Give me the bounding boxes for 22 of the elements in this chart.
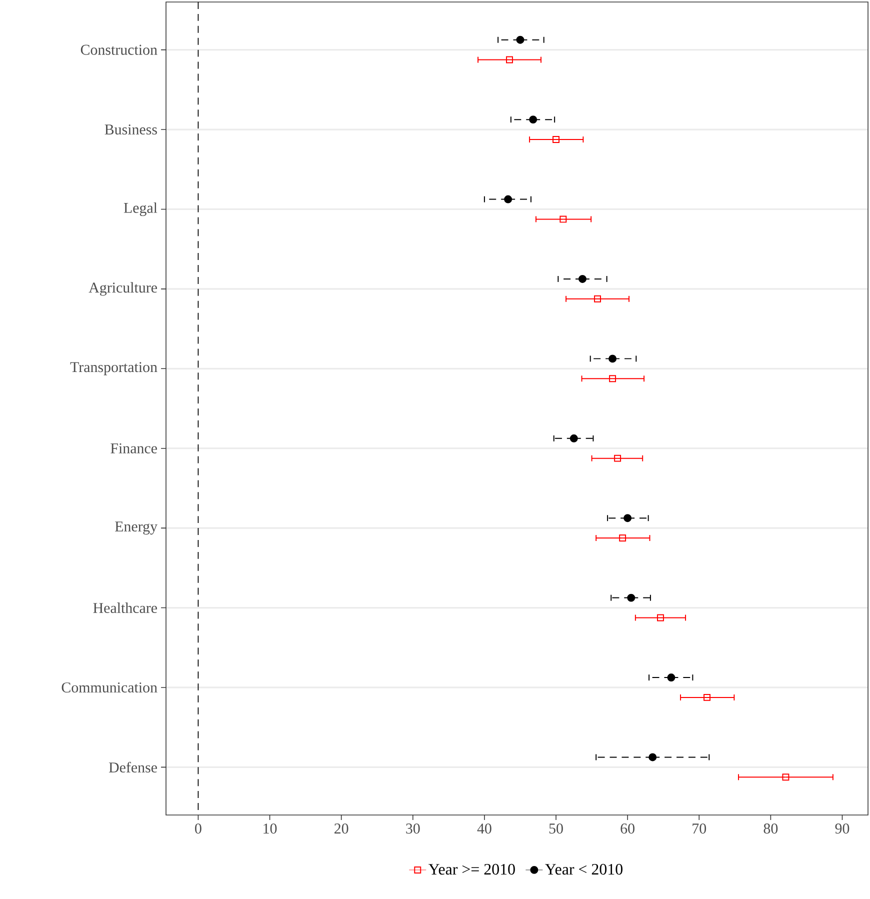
x-tick-label: 40 — [477, 824, 492, 834]
x-tick-label: 50 — [549, 824, 563, 834]
y-tick-label: Defense — [108, 762, 157, 773]
y-tick-label: Communication — [62, 682, 158, 692]
x-tick-label: 10 — [264, 824, 277, 834]
y-tick-label: Legal — [124, 202, 158, 216]
y-tick-label: Energy — [115, 522, 158, 535]
x-tick-label: 60 — [620, 824, 634, 834]
y-tick-label: Construction — [80, 44, 158, 55]
x-tick-label: 90 — [835, 824, 850, 834]
y-tick-label: Agriculture — [88, 282, 157, 296]
y-tick-label: Healthcare — [93, 602, 157, 614]
x-tick-label: 80 — [764, 824, 778, 834]
y-tick-label: Transportation — [70, 362, 158, 376]
legend-label: Year >= 2010 — [428, 864, 515, 875]
y-tick-label: Business — [104, 124, 157, 135]
x-tick-label: 70 — [692, 824, 706, 834]
x-tick-label: 0 — [195, 824, 202, 834]
x-tick-label: 30 — [406, 824, 420, 834]
legend-label: Year < 2010 — [545, 864, 622, 875]
y-tick-label: Finance — [110, 443, 157, 454]
x-tick-label: 20 — [334, 824, 348, 834]
